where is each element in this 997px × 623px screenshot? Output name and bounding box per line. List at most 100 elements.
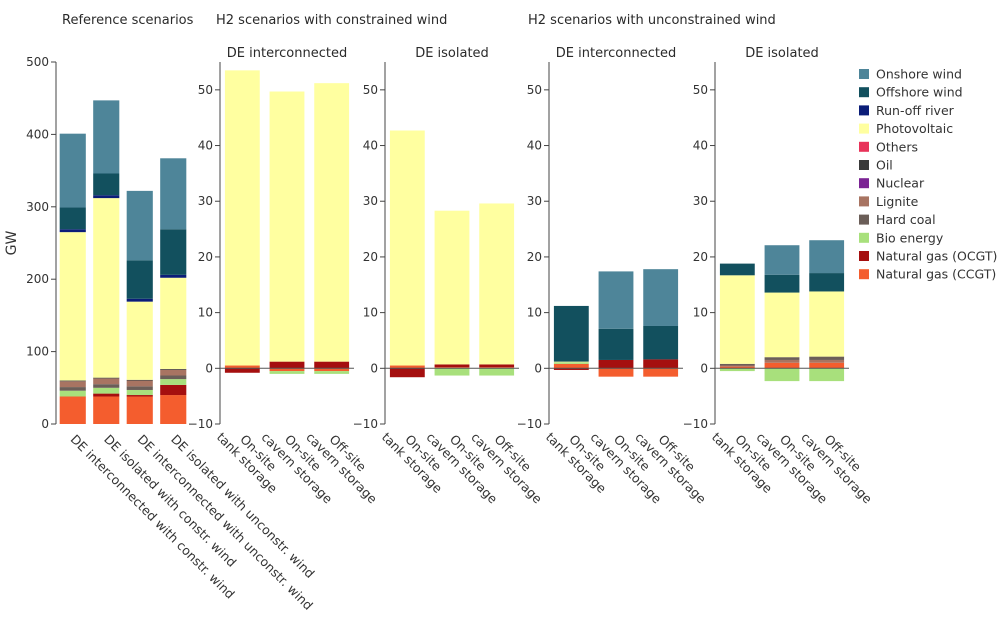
- bar-segment-oil: [59, 380, 86, 382]
- legend-item-others: Others: [876, 139, 918, 154]
- legend-swatch: [859, 269, 869, 280]
- bar-segment-onshore-wind: [809, 240, 845, 274]
- bar-segment-lignite: [93, 378, 120, 385]
- bar-segment-onshore-wind: [59, 133, 86, 208]
- bar-segment-hard-coal: [764, 357, 800, 360]
- bar-segment-offshore-wind: [553, 305, 589, 362]
- bar-segment-lignite: [809, 359, 845, 363]
- bar-segment-photovoltaic: [269, 91, 305, 362]
- legend-swatch: [859, 214, 869, 225]
- y-tick-label: 10: [198, 306, 213, 320]
- y-tick-label: 40: [198, 139, 213, 153]
- group-title-constrained: H2 scenarios with constrained wind: [216, 13, 447, 28]
- bar-segment-onshore-wind: [126, 190, 153, 261]
- y-tick-label: 500: [26, 55, 49, 69]
- bar-segment-natural-gas-ocgt: [434, 364, 470, 368]
- bar-segment-natural-gas-ocgt: [126, 395, 153, 397]
- bar-segment-photovoltaic: [479, 203, 515, 365]
- x-category-label: DE isolated with constr. wind: [101, 432, 239, 570]
- bar-segment-bio-energy: [434, 368, 470, 376]
- legend-swatch: [859, 178, 869, 189]
- y-tick-label: 0: [205, 361, 213, 375]
- legend-item-natural-gas-ccgt: Natural gas (CCGT): [876, 267, 996, 282]
- y-tick-label: 30: [363, 194, 378, 208]
- y-tick-label: 400: [26, 127, 49, 141]
- bar-segment-natural-gas-ocgt: [93, 393, 120, 397]
- bar-segment-natural-gas-ccgt: [160, 395, 187, 424]
- bar-segment-lignite: [59, 381, 86, 388]
- bar-segment-lignite: [160, 369, 187, 376]
- bar-segment-photovoltaic: [764, 292, 800, 358]
- y-tick-label: 10: [527, 306, 542, 320]
- bar-segment-hard-coal: [160, 375, 187, 380]
- bar-segment-photovoltaic: [553, 361, 589, 363]
- legend-swatch: [859, 251, 869, 261]
- bar-segment-hard-coal: [59, 387, 86, 391]
- legend-item-offshore-wind: Offshore wind: [876, 85, 963, 100]
- bar-segment-onshore-wind: [598, 271, 634, 329]
- y-tick-label: 10: [693, 306, 708, 320]
- bar-segment-bio-energy: [809, 368, 845, 382]
- legend-swatch: [859, 69, 869, 79]
- bar-segment-bio-energy: [126, 389, 153, 396]
- bar-segment-photovoltaic: [126, 301, 153, 380]
- bar-segment-photovoltaic: [314, 83, 350, 362]
- bar-segment-offshore-wind: [719, 263, 755, 276]
- legend-item-onshore-wind: Onshore wind: [876, 67, 962, 82]
- bar-segment-hard-coal: [126, 386, 153, 390]
- y-tick-label: 20: [363, 250, 378, 264]
- panel-1: DE interconnected−1001020304050On-siteta…: [188, 46, 381, 507]
- bar-segment-bio-energy: [719, 368, 755, 372]
- bar-segment-natural-gas-ccgt: [643, 368, 679, 377]
- bar-segment-bio-energy: [764, 368, 800, 382]
- y-tick-label: 50: [198, 83, 213, 97]
- y-tick-label: 200: [26, 272, 49, 286]
- y-tick-label: 40: [693, 139, 708, 153]
- legend-swatch: [859, 123, 869, 134]
- y-tick-label: 50: [363, 83, 378, 97]
- bar-segment-natural-gas-ccgt: [553, 363, 589, 369]
- legend-item-nuclear: Nuclear: [876, 176, 925, 191]
- bar-segment-offshore-wind: [126, 260, 153, 299]
- y-tick-label: −10: [683, 417, 708, 431]
- bar-segment-natural-gas-ocgt: [598, 359, 634, 369]
- legend-swatch: [859, 160, 869, 170]
- bar-segment-hard-coal: [809, 356, 845, 360]
- legend-item-hard-coal: Hard coal: [876, 212, 936, 227]
- legend-item-photovoltaic: Photovoltaic: [876, 121, 953, 136]
- bar-segment-natural-gas-ccgt: [224, 365, 260, 369]
- bar-segment-onshore-wind: [160, 158, 187, 230]
- bar-segment-photovoltaic: [160, 277, 187, 369]
- y-tick-label: 0: [534, 361, 542, 375]
- y-tick-label: 50: [693, 83, 708, 97]
- bar-segment-natural-gas-ccgt: [598, 368, 634, 377]
- bar-segment-natural-gas-ocgt: [389, 368, 425, 378]
- legend-item-bio-energy: Bio energy: [876, 230, 944, 245]
- y-tick-label: 20: [527, 250, 542, 264]
- bar-segment-offshore-wind: [160, 229, 187, 275]
- bar-segment-run-off-river: [160, 274, 187, 278]
- legend-swatch: [859, 196, 869, 207]
- bar-segment-offshore-wind: [764, 274, 800, 293]
- y-tick-label: 40: [363, 139, 378, 153]
- group-title-reference: Reference scenarios: [62, 13, 194, 28]
- y-tick-label: −10: [353, 417, 378, 431]
- bar-segment-photovoltaic: [389, 130, 425, 366]
- bar-segment-natural-gas-ccgt: [719, 366, 755, 369]
- bar-segment-natural-gas-ocgt: [479, 364, 515, 368]
- legend-swatch: [859, 141, 869, 152]
- y-axis-label: GW: [4, 231, 20, 256]
- bar-segment-photovoltaic: [809, 291, 845, 357]
- bar-segment-photovoltaic: [59, 232, 86, 381]
- bar-segment-bio-energy: [314, 371, 350, 374]
- bar-segment-bio-energy: [479, 368, 515, 376]
- bar-segment-offshore-wind: [93, 173, 120, 196]
- y-tick-label: 40: [527, 139, 542, 153]
- legend-item-oil: Oil: [876, 158, 893, 173]
- bar-segment-bio-energy: [160, 379, 187, 385]
- y-tick-label: 50: [527, 83, 542, 97]
- legend-item-run-off-river: Run-off river: [876, 103, 955, 118]
- y-tick-label: 30: [198, 194, 213, 208]
- bar-segment-run-off-river: [59, 229, 86, 233]
- legend: Onshore wind Offshore wind Run-off river Ph…: [859, 67, 997, 282]
